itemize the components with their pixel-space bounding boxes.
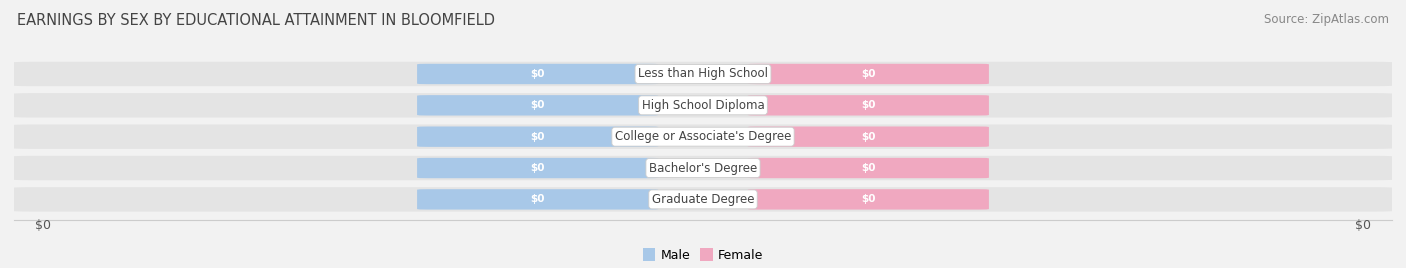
FancyBboxPatch shape <box>418 64 658 84</box>
Text: Less than High School: Less than High School <box>638 68 768 80</box>
Text: Source: ZipAtlas.com: Source: ZipAtlas.com <box>1264 13 1389 27</box>
Text: Bachelor's Degree: Bachelor's Degree <box>650 162 756 174</box>
Text: $0: $0 <box>530 100 546 110</box>
Text: $0: $0 <box>530 163 546 173</box>
FancyBboxPatch shape <box>748 95 988 116</box>
Text: $0: $0 <box>860 69 876 79</box>
FancyBboxPatch shape <box>748 158 988 178</box>
Text: $0: $0 <box>35 219 51 232</box>
FancyBboxPatch shape <box>7 124 1399 149</box>
Text: $0: $0 <box>530 69 546 79</box>
FancyBboxPatch shape <box>7 156 1399 180</box>
Text: $0: $0 <box>530 194 546 204</box>
FancyBboxPatch shape <box>418 126 658 147</box>
FancyBboxPatch shape <box>7 62 1399 86</box>
Legend: Male, Female: Male, Female <box>638 243 768 267</box>
FancyBboxPatch shape <box>748 126 988 147</box>
Text: $0: $0 <box>860 194 876 204</box>
FancyBboxPatch shape <box>418 189 658 210</box>
FancyBboxPatch shape <box>7 93 1399 118</box>
Text: $0: $0 <box>530 132 546 142</box>
FancyBboxPatch shape <box>418 158 658 178</box>
Text: College or Associate's Degree: College or Associate's Degree <box>614 130 792 143</box>
Text: High School Diploma: High School Diploma <box>641 99 765 112</box>
Text: $0: $0 <box>860 163 876 173</box>
FancyBboxPatch shape <box>748 189 988 210</box>
Text: EARNINGS BY SEX BY EDUCATIONAL ATTAINMENT IN BLOOMFIELD: EARNINGS BY SEX BY EDUCATIONAL ATTAINMEN… <box>17 13 495 28</box>
Text: Graduate Degree: Graduate Degree <box>652 193 754 206</box>
FancyBboxPatch shape <box>418 95 658 116</box>
FancyBboxPatch shape <box>7 187 1399 212</box>
Text: $0: $0 <box>860 100 876 110</box>
Text: $0: $0 <box>1355 219 1371 232</box>
Text: $0: $0 <box>860 132 876 142</box>
FancyBboxPatch shape <box>748 64 988 84</box>
